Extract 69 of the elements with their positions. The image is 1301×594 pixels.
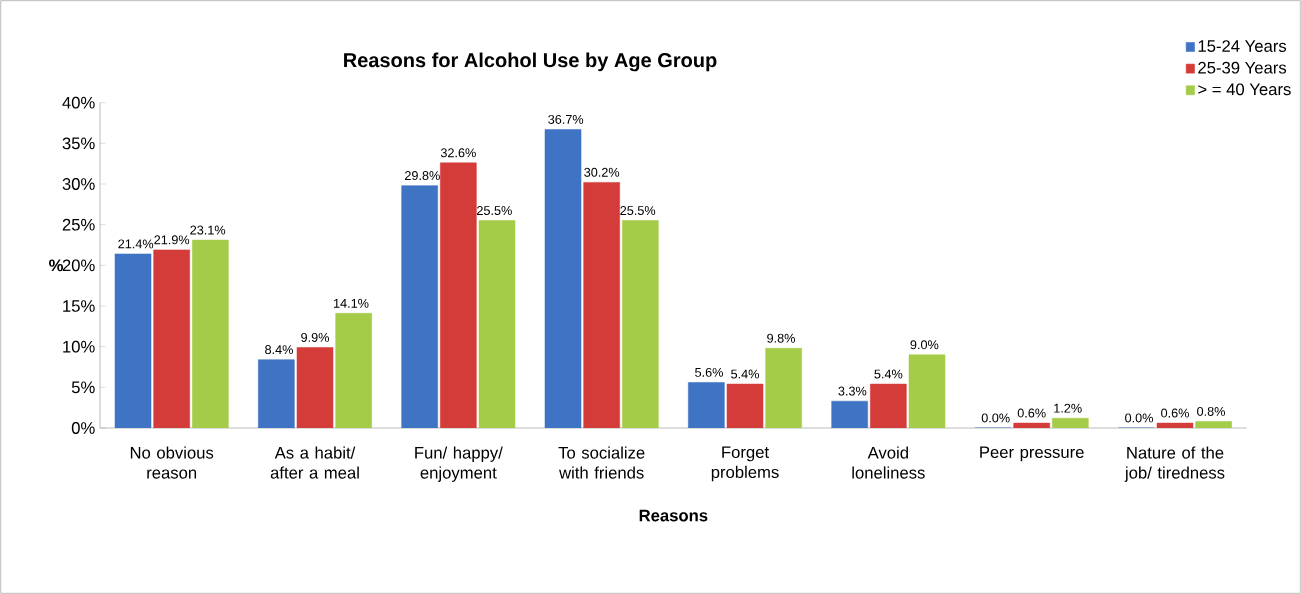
- y-tick-label: 40%: [62, 96, 95, 109]
- y-tick-label: 15%: [63, 300, 95, 312]
- data-label: 5.4%: [874, 369, 903, 379]
- y-axis-title: %: [49, 259, 64, 272]
- bar: [870, 383, 907, 428]
- data-label: 9.9%: [301, 332, 329, 342]
- bar: [831, 400, 868, 428]
- bar: [114, 253, 152, 428]
- data-label: 0.0%: [1125, 413, 1153, 423]
- data-label: 14.1%: [334, 298, 369, 308]
- data-label: 30.2%: [584, 167, 620, 177]
- bar: [726, 383, 764, 428]
- bar: [153, 249, 190, 428]
- data-label: 0.6%: [1017, 408, 1046, 418]
- bar: [440, 162, 477, 428]
- data-label: 0.8%: [1197, 406, 1225, 416]
- x-tick-label: As a habit/ after a meal: [270, 446, 359, 479]
- bar: [765, 348, 802, 428]
- data-label: 36.7%: [548, 114, 584, 124]
- data-label: 0.0%: [981, 413, 1010, 423]
- data-label: 23.1%: [190, 225, 226, 235]
- chart-title: Reasons for Alcohol Use by Age Group: [344, 52, 717, 72]
- y-tick-label: 30%: [62, 178, 95, 190]
- data-label: 25.5%: [620, 206, 656, 216]
- y-tick-label: 0%: [71, 422, 95, 434]
- x-tick-label: Forget problems: [711, 446, 779, 482]
- bar: [622, 220, 659, 428]
- y-tick-label: 25%: [62, 218, 95, 231]
- y-tick-label: 10%: [63, 340, 95, 353]
- data-label: 3.3%: [838, 386, 867, 396]
- bar: [688, 382, 725, 428]
- x-tick-label: Nature of the job/ tiredness: [1124, 446, 1225, 482]
- bar: [908, 354, 946, 428]
- bar: [544, 129, 582, 428]
- x-axis-title: Reasons: [639, 509, 708, 522]
- data-label: 21.9%: [154, 235, 190, 245]
- legend-label: 15-24 Years: [1198, 40, 1287, 52]
- bar: [1156, 422, 1194, 428]
- data-label: 29.8%: [405, 171, 440, 181]
- data-label: 25.5%: [477, 206, 512, 216]
- data-label: 9.8%: [767, 333, 795, 343]
- x-tick-label: To socialize with friends: [558, 446, 645, 479]
- x-tick-label: Fun/ happy/ enjoyment: [415, 446, 503, 482]
- bar: [1195, 421, 1232, 428]
- data-label: 21.4%: [118, 239, 154, 249]
- y-tick-label: 5%: [71, 381, 95, 394]
- bar: [478, 220, 516, 428]
- bar: [192, 239, 229, 428]
- data-label: 0.6%: [1161, 408, 1189, 418]
- x-tick-label: No obvious reason: [130, 446, 214, 479]
- data-label: 32.6%: [440, 148, 476, 158]
- bar: [1013, 422, 1050, 428]
- x-tick-label: Peer pressure: [980, 446, 1084, 462]
- legend-label: 25-39 Years: [1198, 61, 1287, 74]
- bar: [583, 182, 620, 428]
- bar: [335, 313, 372, 428]
- data-label: 5.6%: [695, 367, 723, 377]
- data-label: 9.0%: [910, 340, 939, 350]
- bar: [1052, 417, 1089, 428]
- y-tick-label: 20%: [62, 259, 95, 272]
- data-label: 1.2%: [1054, 403, 1082, 413]
- bar: [258, 359, 295, 428]
- x-tick-label: Avoid loneliness: [852, 446, 925, 479]
- data-label: 5.4%: [731, 369, 759, 379]
- bar: [401, 185, 438, 428]
- bar: [296, 347, 334, 428]
- legend-label: > = 40 Years: [1198, 83, 1291, 96]
- y-tick-label: 35%: [62, 137, 95, 150]
- data-label: 8.4%: [265, 345, 293, 355]
